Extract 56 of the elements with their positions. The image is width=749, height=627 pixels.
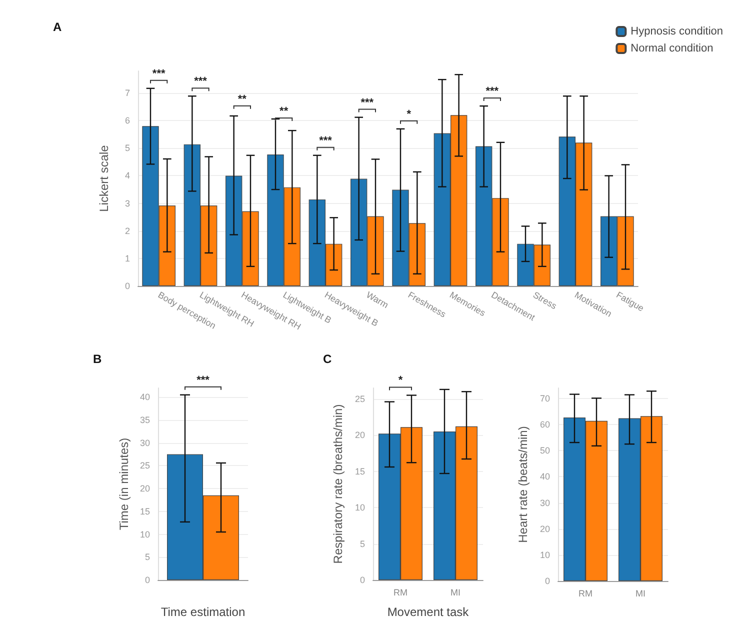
y-axis-title: Lickert scale <box>97 144 111 212</box>
y-tick-label: 15 <box>354 466 365 476</box>
legend-label: Normal condition <box>630 42 714 54</box>
y-tick-label: 7 <box>124 88 130 98</box>
y-tick-label: 6 <box>124 116 130 126</box>
annotation: ** <box>280 105 289 118</box>
y-tick-label: 10 <box>540 550 550 560</box>
text: *** <box>196 374 210 386</box>
annotation: *** <box>486 86 500 98</box>
y-tick-label: 0 <box>144 575 150 585</box>
y-tick-label: 2 <box>124 226 130 236</box>
annotation: * <box>406 108 412 120</box>
y-axis-title: Respiratory rate (breaths/min) <box>331 404 346 564</box>
y-tick-label: 15 <box>140 506 150 516</box>
y-tick-label: 20 <box>140 484 150 494</box>
y-tick-label: 35 <box>140 415 150 425</box>
y-tick-label: 0 <box>124 281 130 291</box>
x-tick-label: MI <box>450 588 460 598</box>
y-tick-label: 5 <box>360 538 365 549</box>
annotation: *** <box>319 134 333 147</box>
y-tick-label: 70 <box>540 393 550 404</box>
y-tick-label: 20 <box>540 524 550 534</box>
chart-title: A <box>53 20 62 34</box>
y-tick-label: 60 <box>540 420 550 430</box>
y-tick-label: 20 <box>354 430 365 440</box>
annotation: *** <box>152 68 166 80</box>
x-tick-label: MI <box>636 588 646 598</box>
chart-title: B <box>93 352 102 366</box>
x-tick-label: RM <box>578 588 592 598</box>
y-tick-label: 50 <box>540 446 550 456</box>
y-tick-label: 0 <box>544 576 550 586</box>
y-tick-label: 30 <box>140 438 150 448</box>
chart-title: C <box>323 352 332 366</box>
annotation: *** <box>360 96 374 109</box>
y-tick-label: 40 <box>540 472 550 482</box>
y-tick-label: 0 <box>360 575 365 585</box>
y-axis-title: Time (in minutes) <box>117 438 131 530</box>
x-axis-title: Time estimation <box>160 605 246 619</box>
y-tick-label: 1 <box>124 253 130 264</box>
y-tick-label: 5 <box>144 552 150 562</box>
y-tick-label: 25 <box>140 460 150 471</box>
y-tick-label: 10 <box>354 502 365 513</box>
y-tick-label: 25 <box>354 394 365 404</box>
y-tick-label: 4 <box>124 170 130 181</box>
y-tick-label: 3 <box>124 198 130 208</box>
annotation: ** <box>238 93 248 106</box>
y-tick-label: 40 <box>140 392 150 402</box>
y-tick-label: 10 <box>140 529 150 540</box>
x-axis-title: Movement task <box>387 605 470 619</box>
text: * <box>398 374 404 387</box>
y-tick-label: 30 <box>540 498 550 508</box>
x-tick-label: RM <box>394 588 408 598</box>
legend-label: Hypnosis condition <box>630 26 724 38</box>
y-tick-label: 5 <box>124 143 130 154</box>
annotation: *** <box>194 76 208 88</box>
y-axis-title: Heart rate (beats/min) <box>516 426 530 543</box>
